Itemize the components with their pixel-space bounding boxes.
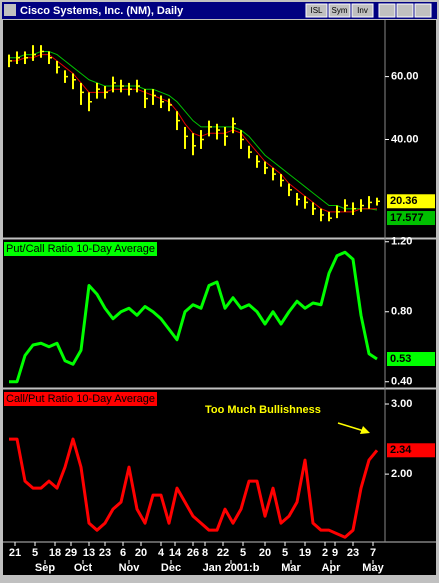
y-tick-label: 3.00 [391, 398, 412, 410]
x-tick-label: 7 [370, 547, 376, 559]
annotation: Too Much Bullishness [205, 404, 321, 416]
x-tick-label: 23 [347, 547, 359, 559]
month-label: Oct [74, 562, 93, 574]
y-tick-label: 60.00 [391, 71, 419, 83]
x-tick-label: 18 [49, 547, 61, 559]
panel-title: Call/Put Ratio 10-Day Average [6, 393, 155, 405]
x-tick-label: 23 [99, 547, 111, 559]
x-tick-label: 2 [322, 547, 328, 559]
indicator-line [9, 437, 379, 539]
x-tick-label: 20 [135, 547, 147, 559]
y-tick-label: 0.80 [391, 306, 412, 318]
month-label: Apr [322, 562, 342, 574]
indicator-line [9, 250, 378, 384]
x-tick-label: 14 [169, 547, 182, 559]
last-value-label: 2.34 [390, 444, 412, 456]
month-label: Nov [119, 562, 141, 574]
last-value-box [387, 194, 435, 209]
annotation-arrow [337, 422, 365, 432]
month-label: Mar [281, 562, 301, 574]
window-button-label[interactable]: ISL [310, 6, 323, 15]
window-button[interactable] [351, 3, 374, 18]
moving-average-line [9, 54, 377, 213]
month-label: May [362, 562, 384, 574]
y-tick-label: 0.40 [391, 376, 412, 388]
month-label: Jan 2001:b [203, 562, 260, 574]
x-tick-label: 21 [9, 547, 21, 559]
x-tick-label: 5 [282, 547, 288, 559]
last-value-label: 20.36 [390, 195, 418, 207]
window-button[interactable] [328, 3, 351, 18]
last-value-label: 0.53 [390, 353, 411, 365]
window-control[interactable] [396, 3, 414, 18]
y-tick-label: 1.20 [391, 236, 412, 248]
chart-background [3, 20, 436, 575]
window-button[interactable] [305, 3, 328, 18]
x-tick-label: 9 [332, 547, 338, 559]
x-tick-label: 5 [240, 547, 246, 559]
window-control[interactable] [378, 3, 396, 18]
panel-title: Put/Call Ratio 10-Day Average [6, 243, 155, 255]
x-tick-label: 26 [187, 547, 199, 559]
x-tick-label: 13 [83, 547, 95, 559]
x-tick-label: 4 [158, 547, 165, 559]
x-tick-label: 22 [217, 547, 229, 559]
panel-title-box [4, 392, 157, 406]
month-label: Dec [161, 562, 181, 574]
x-tick-label: 20 [259, 547, 271, 559]
annotation-arrowhead [360, 426, 370, 434]
month-label: Sep [35, 562, 55, 574]
window-icon [4, 4, 16, 16]
x-tick-label: 8 [202, 547, 208, 559]
moving-average-line [9, 50, 378, 211]
y-tick-label: 2.00 [391, 468, 412, 480]
y-tick-label: 40.00 [391, 133, 419, 145]
panel-title-box [4, 242, 157, 256]
window-control[interactable] [414, 3, 432, 18]
window-button-label[interactable]: Sym [332, 6, 348, 15]
x-tick-label: 19 [299, 547, 311, 559]
last-value-box [387, 211, 435, 226]
last-value-box [387, 443, 435, 458]
window-title: Cisco Systems, Inc. (NM), Daily [20, 5, 184, 17]
window-button-label[interactable]: Inv [357, 6, 368, 15]
x-tick-label: 5 [32, 547, 38, 559]
x-tick-label: 6 [120, 547, 126, 559]
title-bar [2, 2, 437, 19]
last-value-label: 17.577 [390, 212, 424, 224]
x-tick-label: 29 [65, 547, 77, 559]
last-value-box [387, 352, 435, 366]
